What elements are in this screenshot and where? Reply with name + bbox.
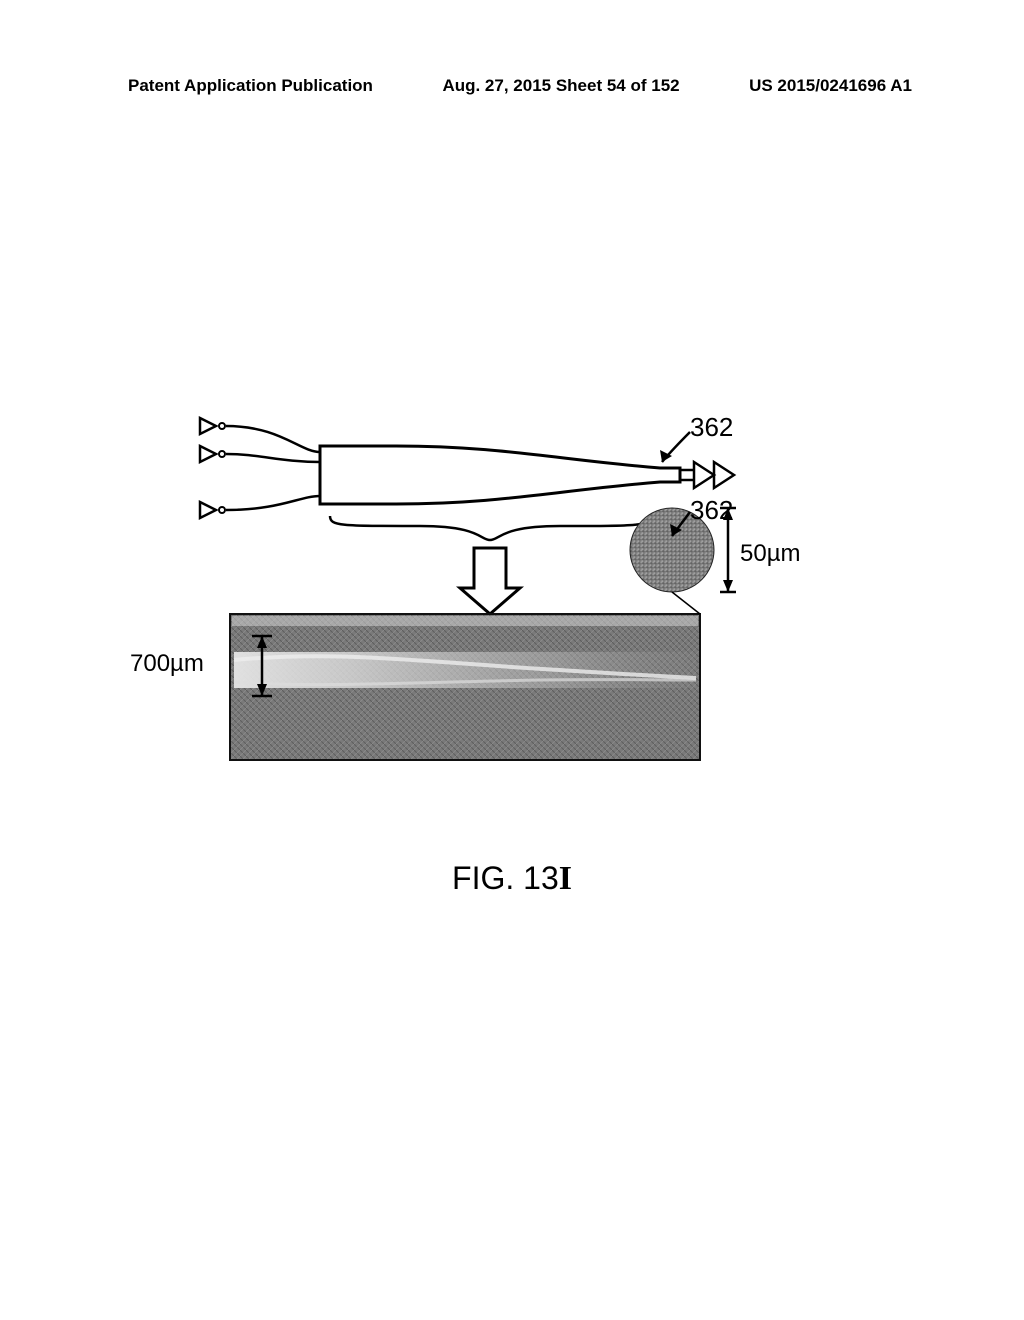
input-branch-1 (200, 418, 320, 452)
down-arrow-icon (460, 548, 520, 614)
input-branch-2 (200, 446, 320, 462)
input-branch-3 (200, 496, 320, 518)
brace-icon (330, 516, 650, 540)
measurement-700: 700µm (130, 650, 204, 678)
ref-number-1: 362 (690, 412, 733, 443)
ref-number-2: 362 (690, 495, 733, 526)
figure-letter: I (559, 860, 572, 897)
figure-caption: FIG. 13I (0, 860, 1024, 898)
figure-prefix: FIG. (452, 860, 523, 896)
micrograph-rect (230, 592, 700, 760)
page-root: Patent Application Publication Aug. 27, … (0, 0, 1024, 1320)
ref-leader-1 (660, 432, 690, 462)
measurement-50: 50µm (740, 540, 801, 568)
figure-number: 13 (523, 860, 559, 896)
tapered-body (320, 446, 734, 504)
